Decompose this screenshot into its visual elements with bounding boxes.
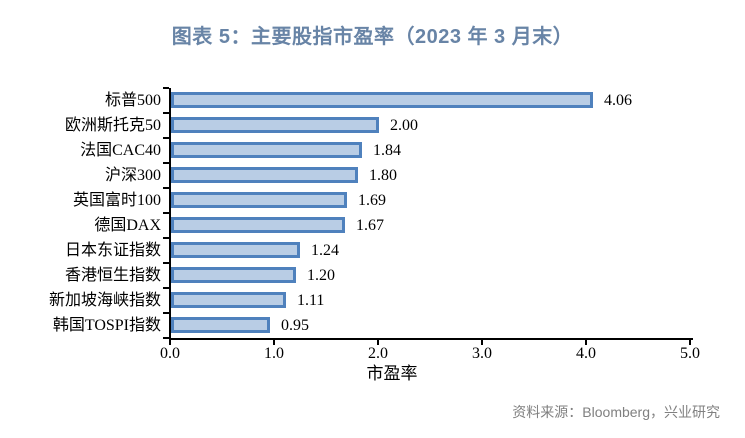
- value-label: 1.67: [356, 217, 384, 234]
- x-tick-label: 5.0: [680, 345, 700, 362]
- x-tick-label: 4.0: [576, 345, 596, 362]
- bar: [171, 167, 358, 183]
- y-axis-tick: [163, 187, 169, 189]
- bar: [171, 242, 300, 258]
- y-axis-tick: [163, 112, 169, 114]
- y-axis-tick: [163, 262, 169, 264]
- x-tick-label: 3.0: [472, 345, 492, 362]
- category-label: 日本东证指数: [64, 242, 161, 259]
- x-axis-tick: [273, 340, 275, 345]
- category-label: 香港恒生指数: [64, 267, 161, 284]
- category-label: 英国富时100: [72, 192, 161, 209]
- chart-title: 图表 5：主要股指市盈率（2023 年 3 月末）: [171, 26, 574, 48]
- y-axis-tick: [163, 137, 169, 139]
- category-label: 法国CAC40: [80, 142, 161, 159]
- x-axis-title: 市盈率: [366, 364, 418, 383]
- x-tick-label: 1.0: [264, 345, 284, 362]
- y-axis-tick: [163, 337, 169, 339]
- y-axis-tick: [163, 212, 169, 214]
- value-label: 1.24: [311, 242, 339, 259]
- category-label: 沪深300: [104, 167, 161, 184]
- source-note: 资料来源：Bloomberg，兴业研究: [512, 404, 720, 420]
- x-tick-label: 2.0: [368, 345, 388, 362]
- y-axis-tick: [163, 312, 169, 314]
- category-label: 德国DAX: [94, 217, 161, 234]
- bar: [171, 292, 286, 308]
- bar: [171, 192, 347, 208]
- x-axis-tick: [689, 340, 691, 345]
- category-label: 标普500: [104, 92, 161, 109]
- bar: [171, 142, 362, 158]
- value-label: 1.69: [358, 192, 386, 209]
- value-label: 1.80: [369, 167, 397, 184]
- y-axis-tick: [163, 162, 169, 164]
- value-label: 1.11: [297, 292, 325, 309]
- bar: [171, 217, 345, 233]
- x-axis-tick: [481, 340, 483, 345]
- category-label: 韩国TOSPI指数: [52, 317, 161, 334]
- x-axis-tick: [377, 340, 379, 345]
- bar: [171, 317, 270, 333]
- y-axis-tick: [163, 87, 169, 89]
- x-axis-tick: [169, 340, 171, 345]
- value-label: 1.20: [307, 267, 335, 284]
- y-axis-tick: [163, 287, 169, 289]
- bar: [171, 92, 593, 108]
- category-label: 新加坡海峡指数: [48, 292, 161, 309]
- value-label: 1.84: [373, 142, 401, 159]
- category-label: 欧洲斯托克50: [64, 117, 161, 134]
- value-label: 2.00: [390, 117, 418, 134]
- bar: [171, 267, 296, 283]
- y-axis-line: [169, 88, 171, 340]
- y-axis-tick: [163, 237, 169, 239]
- value-label: 0.95: [281, 317, 309, 334]
- x-tick-label: 0.0: [160, 345, 180, 362]
- x-axis-tick: [585, 340, 587, 345]
- bar: [171, 117, 379, 133]
- x-axis-line: [169, 338, 693, 340]
- value-label: 4.06: [604, 92, 632, 109]
